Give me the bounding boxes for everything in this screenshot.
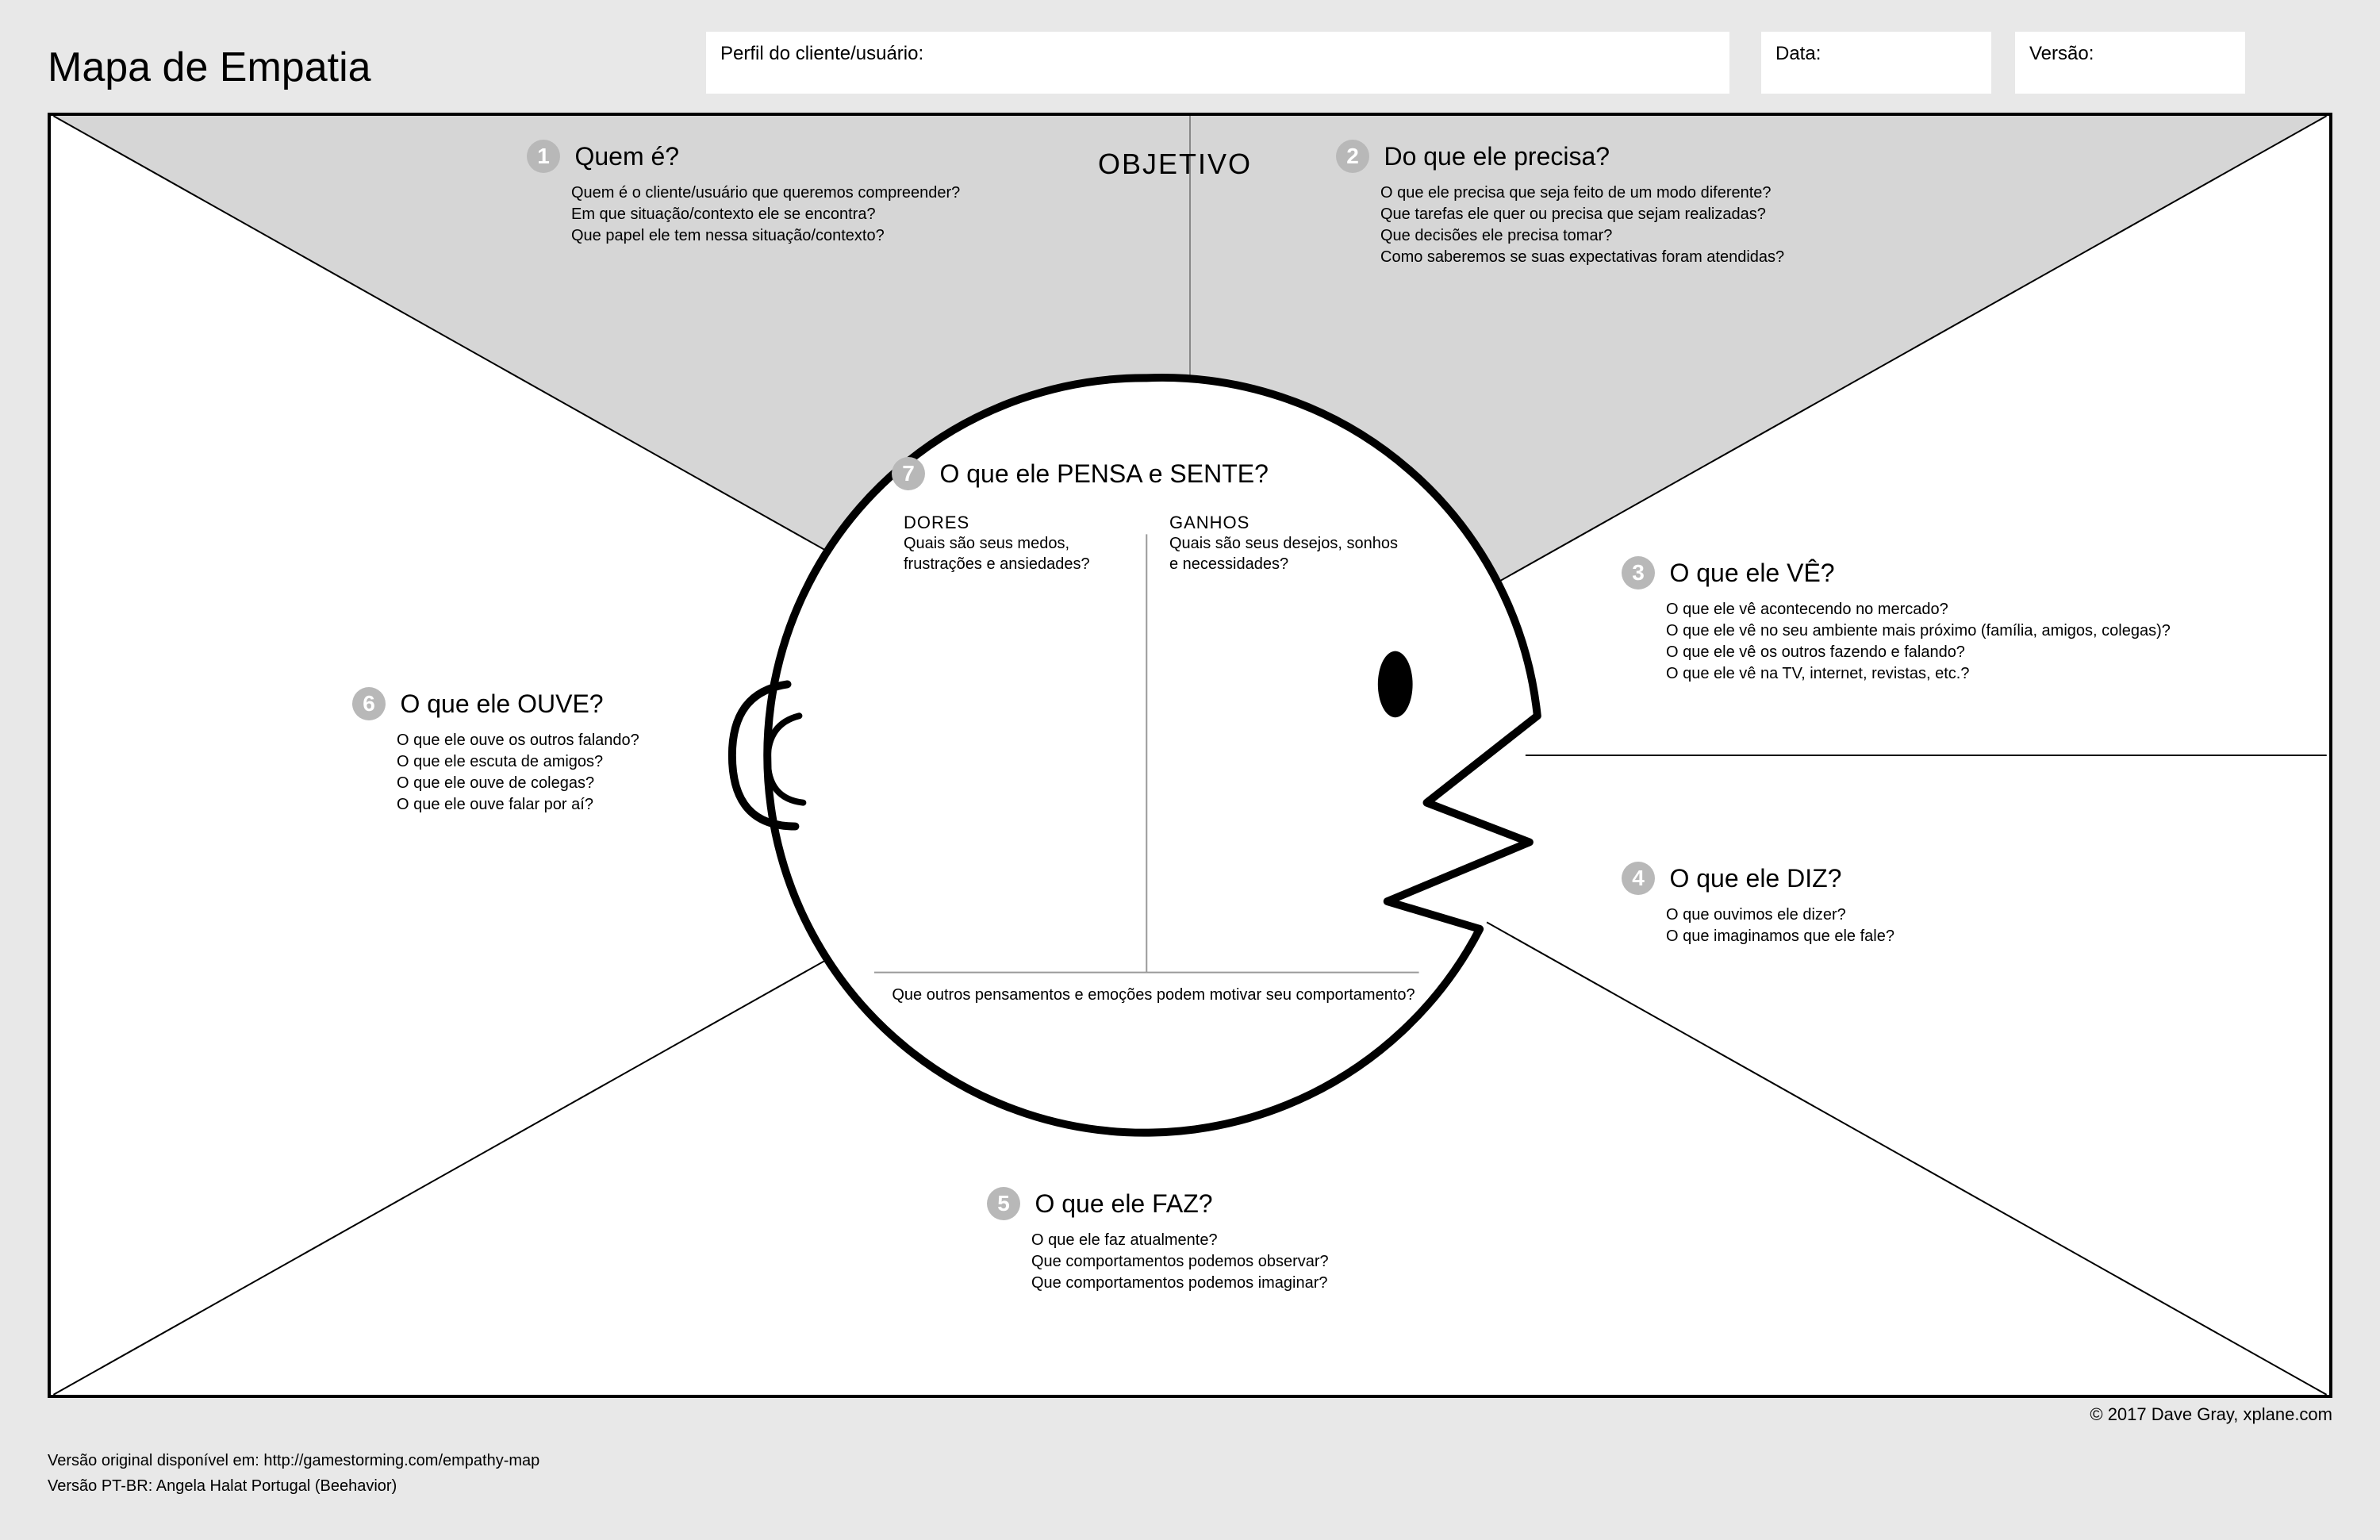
section-1-quem-e: 1 Quem é? Quem é o cliente/usuário que q… (527, 140, 1066, 247)
copyright: © 2017 Dave Gray, xplane.com (2090, 1404, 2332, 1425)
section-7-bottom-text: Que outros pensamentos e emoções podem m… (852, 985, 1455, 1005)
section-7-pensa-sente: 7 O que ele PENSA e SENTE? (892, 457, 1447, 490)
badge-4: 4 (1622, 862, 1655, 895)
section-6-ouve: 6 O que ele OUVE? O que ele ouve os outr… (352, 687, 797, 816)
dores-text: Quais são seus medos, frustrações e ansi… (904, 533, 1134, 574)
badge-5: 5 (987, 1187, 1020, 1220)
section-2-questions: O que ele precisa que seja feito de um m… (1380, 182, 1939, 268)
q: Que comportamentos podemos observar? (1031, 1251, 1590, 1273)
q: O que ele escuta de amigos? (397, 751, 797, 773)
q: Que tarefas ele quer ou precisa que seja… (1380, 204, 1939, 225)
badge-3: 3 (1622, 556, 1655, 590)
dores-label: DORES (904, 513, 1134, 533)
profile-field[interactable]: Perfil do cliente/usuário: (706, 32, 1729, 94)
page-title: Mapa de Empatia (48, 44, 371, 91)
q: O que ele faz atualmente? (1031, 1230, 1590, 1251)
section-3-questions: O que ele vê acontecendo no mercado? O q… (1666, 599, 2312, 685)
q: Quem é o cliente/usuário que queremos co… (571, 182, 1066, 204)
badge-1: 1 (527, 140, 560, 173)
section-1-title: Quem é? (574, 142, 679, 171)
q: O que ouvimos ele dizer? (1666, 904, 2225, 926)
version-label: Versão: (2029, 43, 2094, 64)
q: Que papel ele tem nessa situação/context… (571, 225, 1066, 247)
section-4-title: O que ele DIZ? (1669, 864, 1841, 893)
q: O que ele ouve os outros falando? (397, 730, 797, 751)
q: O que ele ouve falar por aí? (397, 794, 797, 816)
section-4-diz: 4 O que ele DIZ? O que ouvimos ele dizer… (1622, 862, 2225, 947)
q: O que imaginamos que ele fale? (1666, 926, 2225, 947)
section-6-title: O que ele OUVE? (400, 689, 603, 719)
q: O que ele vê na TV, internet, revistas, … (1666, 663, 2312, 685)
q: O que ele ouve de colegas? (397, 773, 797, 794)
q: O que ele vê os outros fazendo e falando… (1666, 642, 2312, 663)
q: Que decisões ele precisa tomar? (1380, 225, 1939, 247)
ganhos-text: Quais são seus desejos, sonhos e necessi… (1169, 533, 1399, 574)
section-7-ganhos: GANHOS Quais são seus desejos, sonhos e … (1169, 513, 1399, 574)
objetivo-label: OBJETIVO (1098, 148, 1252, 181)
q: Como saberemos se suas expectativas fora… (1380, 247, 1939, 268)
section-1-questions: Quem é o cliente/usuário que queremos co… (571, 182, 1066, 247)
q: O que ele vê no seu ambiente mais próxim… (1666, 620, 2312, 642)
date-field[interactable]: Data: (1761, 32, 1991, 94)
badge-2: 2 (1336, 140, 1369, 173)
empathy-map-canvas: OBJETIVO 1 Quem é? Quem é o cliente/usuá… (48, 113, 2332, 1398)
section-5-faz: 5 O que ele FAZ? O que ele faz atualment… (987, 1187, 1590, 1294)
badge-7: 7 (892, 457, 925, 490)
date-label: Data: (1775, 43, 1821, 64)
section-2-title: Do que ele precisa? (1384, 142, 1610, 171)
badge-6: 6 (352, 687, 386, 720)
section-3-title: O que ele VÊ? (1669, 559, 1834, 588)
q: O que ele vê acontecendo no mercado? (1666, 599, 2312, 620)
section-7-bottom: Que outros pensamentos e emoções podem m… (852, 985, 1455, 1005)
version-field[interactable]: Versão: (2015, 32, 2245, 94)
ganhos-label: GANHOS (1169, 513, 1399, 533)
q: O que ele precisa que seja feito de um m… (1380, 182, 1939, 204)
section-4-questions: O que ouvimos ele dizer? O que imaginamo… (1666, 904, 2225, 947)
section-7-dores: DORES Quais são seus medos, frustrações … (904, 513, 1134, 574)
section-6-questions: O que ele ouve os outros falando? O que … (397, 730, 797, 816)
section-7-title: O que ele PENSA e SENTE? (939, 459, 1268, 489)
section-3-ve: 3 O que ele VÊ? O que ele vê acontecendo… (1622, 556, 2312, 685)
q: Em que situação/contexto ele se encontra… (571, 204, 1066, 225)
profile-label: Perfil do cliente/usuário: (720, 43, 923, 64)
section-5-questions: O que ele faz atualmente? Que comportame… (1031, 1230, 1590, 1294)
section-5-title: O que ele FAZ? (1035, 1189, 1212, 1219)
footer-line1: Versão original disponível em: http://ga… (48, 1452, 539, 1470)
q: Que comportamentos podemos imaginar? (1031, 1273, 1590, 1294)
footer-line2: Versão PT-BR: Angela Halat Portugal (Bee… (48, 1477, 397, 1496)
section-2-precisa: 2 Do que ele precisa? O que ele precisa … (1336, 140, 1939, 268)
